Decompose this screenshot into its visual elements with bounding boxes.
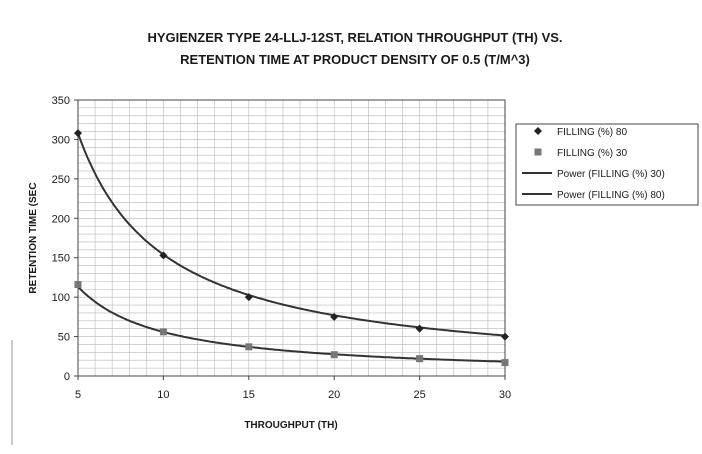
fit-curve-power bbox=[77, 285, 505, 363]
y-axis-label: RETENTION TIME (SEC bbox=[28, 182, 39, 293]
legend: FILLING (%) 80 FILLING (%) 30 Power (FILLI… bbox=[515, 123, 699, 206]
legend-swatch-diamond bbox=[534, 127, 542, 135]
data-markers bbox=[74, 129, 509, 367]
data-point-diamond bbox=[415, 324, 424, 333]
legend-entry-label: Power (FILLING (%) 80) bbox=[557, 190, 665, 201]
fit-curves bbox=[77, 132, 506, 363]
legend-entry-label: Power (FILLING (%) 30) bbox=[557, 169, 665, 180]
y-tick-label: 300 bbox=[52, 134, 70, 146]
x-tick-label: 15 bbox=[243, 389, 255, 401]
data-point-square bbox=[74, 281, 82, 289]
legend-swatch-square bbox=[534, 148, 542, 156]
data-point-diamond bbox=[330, 312, 339, 321]
y-axis-ticks: 0 50 100 150 200 250 300 350 bbox=[52, 95, 78, 383]
y-tick-label: 0 bbox=[64, 371, 70, 383]
data-point-square bbox=[416, 355, 424, 363]
plot-area-border bbox=[77, 99, 506, 377]
y-tick-label: 150 bbox=[52, 253, 70, 265]
data-point-diamond bbox=[159, 251, 168, 260]
data-point-diamond bbox=[501, 332, 509, 341]
data-point-square bbox=[501, 359, 509, 367]
legend-entry-label: FILLING (%) 80 bbox=[557, 127, 627, 138]
fit-curve-power bbox=[77, 132, 506, 337]
legend-entry-label: FILLING (%) 30 bbox=[557, 148, 627, 159]
y-tick-label: 100 bbox=[52, 292, 70, 304]
data-point-square bbox=[245, 343, 253, 351]
y-tick-label: 200 bbox=[52, 213, 70, 225]
legend-box bbox=[515, 123, 699, 206]
x-tick-label: 20 bbox=[328, 389, 340, 401]
x-tick-label: 10 bbox=[157, 389, 169, 401]
data-point-diamond bbox=[244, 293, 253, 302]
y-tick-label: 250 bbox=[52, 174, 70, 186]
x-axis-label: THROUGHPUT (TH) bbox=[244, 420, 337, 431]
x-tick-label: 5 bbox=[75, 389, 81, 401]
y-tick-label: 350 bbox=[52, 95, 70, 107]
x-axis-ticks: 5 10 15 20 25 30 bbox=[75, 376, 511, 401]
chart-title-line2: RETENTION TIME AT PRODUCT DENSITY OF 0.5… bbox=[180, 52, 530, 67]
data-point-square bbox=[159, 328, 167, 336]
data-point-diamond bbox=[74, 129, 82, 138]
x-tick-label: 25 bbox=[413, 389, 425, 401]
data-point-square bbox=[330, 351, 338, 359]
chart-title-line1: HYGIENZER TYPE 24-LLJ-12ST, RELATION THR… bbox=[147, 30, 562, 45]
x-tick-label: 30 bbox=[499, 389, 511, 401]
y-tick-label: 50 bbox=[58, 332, 70, 344]
